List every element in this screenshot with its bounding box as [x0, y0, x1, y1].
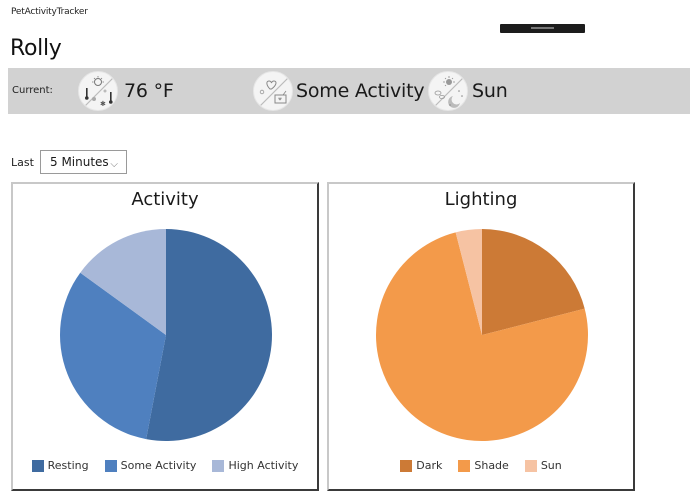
- activity-pie-chart: [59, 229, 272, 441]
- legend-label: High Activity: [228, 459, 299, 472]
- drag-grip-icon: [531, 27, 554, 29]
- legend-label: Sun: [540, 459, 562, 472]
- lighting-chart-panel: Lighting Dark Shade Sun: [327, 182, 635, 491]
- lighting-pie-chart: [376, 229, 588, 441]
- legend-swatch: [458, 459, 471, 472]
- legend-item-resting: Resting: [31, 459, 89, 472]
- time-range-label: Last: [11, 156, 34, 169]
- pie-slice-sun: [455, 229, 482, 335]
- legend-label: Some Activity: [120, 459, 197, 472]
- legend-item-some-activity: Some Activity: [104, 459, 197, 472]
- temperature-value: 76 °F: [124, 80, 174, 102]
- svg-text:✱: ✱: [100, 100, 106, 108]
- legend-swatch: [31, 459, 44, 472]
- time-range-dropdown[interactable]: 5 Minutes ⌵: [40, 150, 127, 174]
- chevron-down-icon: ⌵: [110, 159, 118, 170]
- legend-item-shade: Shade: [458, 459, 509, 472]
- legend-swatch: [400, 459, 413, 472]
- current-status-bar: Current: ✱ 76 °F Some Activity: [8, 68, 690, 114]
- app-title: PetActivityTracker: [11, 7, 88, 17]
- legend-swatch: [104, 459, 117, 472]
- lighting-chart-title: Lighting: [444, 189, 518, 210]
- legend-item-sun: Sun: [524, 459, 562, 472]
- legend-label: Resting: [47, 459, 89, 472]
- legend-label: Dark: [416, 459, 443, 472]
- lighting-legend: Dark Shade Sun: [329, 459, 633, 472]
- window-drag-handle[interactable]: [500, 24, 585, 33]
- pie-slice-resting: [146, 229, 272, 441]
- temperature-weather-icon: ✱: [78, 71, 118, 111]
- time-range-selected: 5 Minutes: [50, 155, 109, 169]
- activity-value: Some Activity: [296, 80, 425, 102]
- pie-slice-some-activity: [59, 272, 166, 440]
- pie-slice-dark: [482, 229, 585, 335]
- legend-label: Shade: [474, 459, 509, 472]
- pie-slice-high-activity: [80, 229, 166, 335]
- pet-name: Rolly: [10, 36, 62, 61]
- sun-moon-icon: [428, 71, 468, 111]
- legend-item-high-activity: High Activity: [212, 459, 298, 472]
- activity-legend: Resting Some Activity High Activity: [13, 459, 317, 472]
- current-label: Current:: [12, 85, 53, 96]
- legend-swatch: [524, 459, 537, 472]
- legend-item-dark: Dark: [400, 459, 442, 472]
- activity-chart-title: Activity: [131, 189, 199, 210]
- pie-slice-shade: [376, 232, 588, 441]
- legend-swatch: [212, 459, 225, 472]
- lighting-value: Sun: [472, 80, 508, 102]
- activity-chart-panel: Activity Resting Some Activity High Acti…: [11, 182, 319, 491]
- activity-heart-icon: [253, 71, 293, 111]
